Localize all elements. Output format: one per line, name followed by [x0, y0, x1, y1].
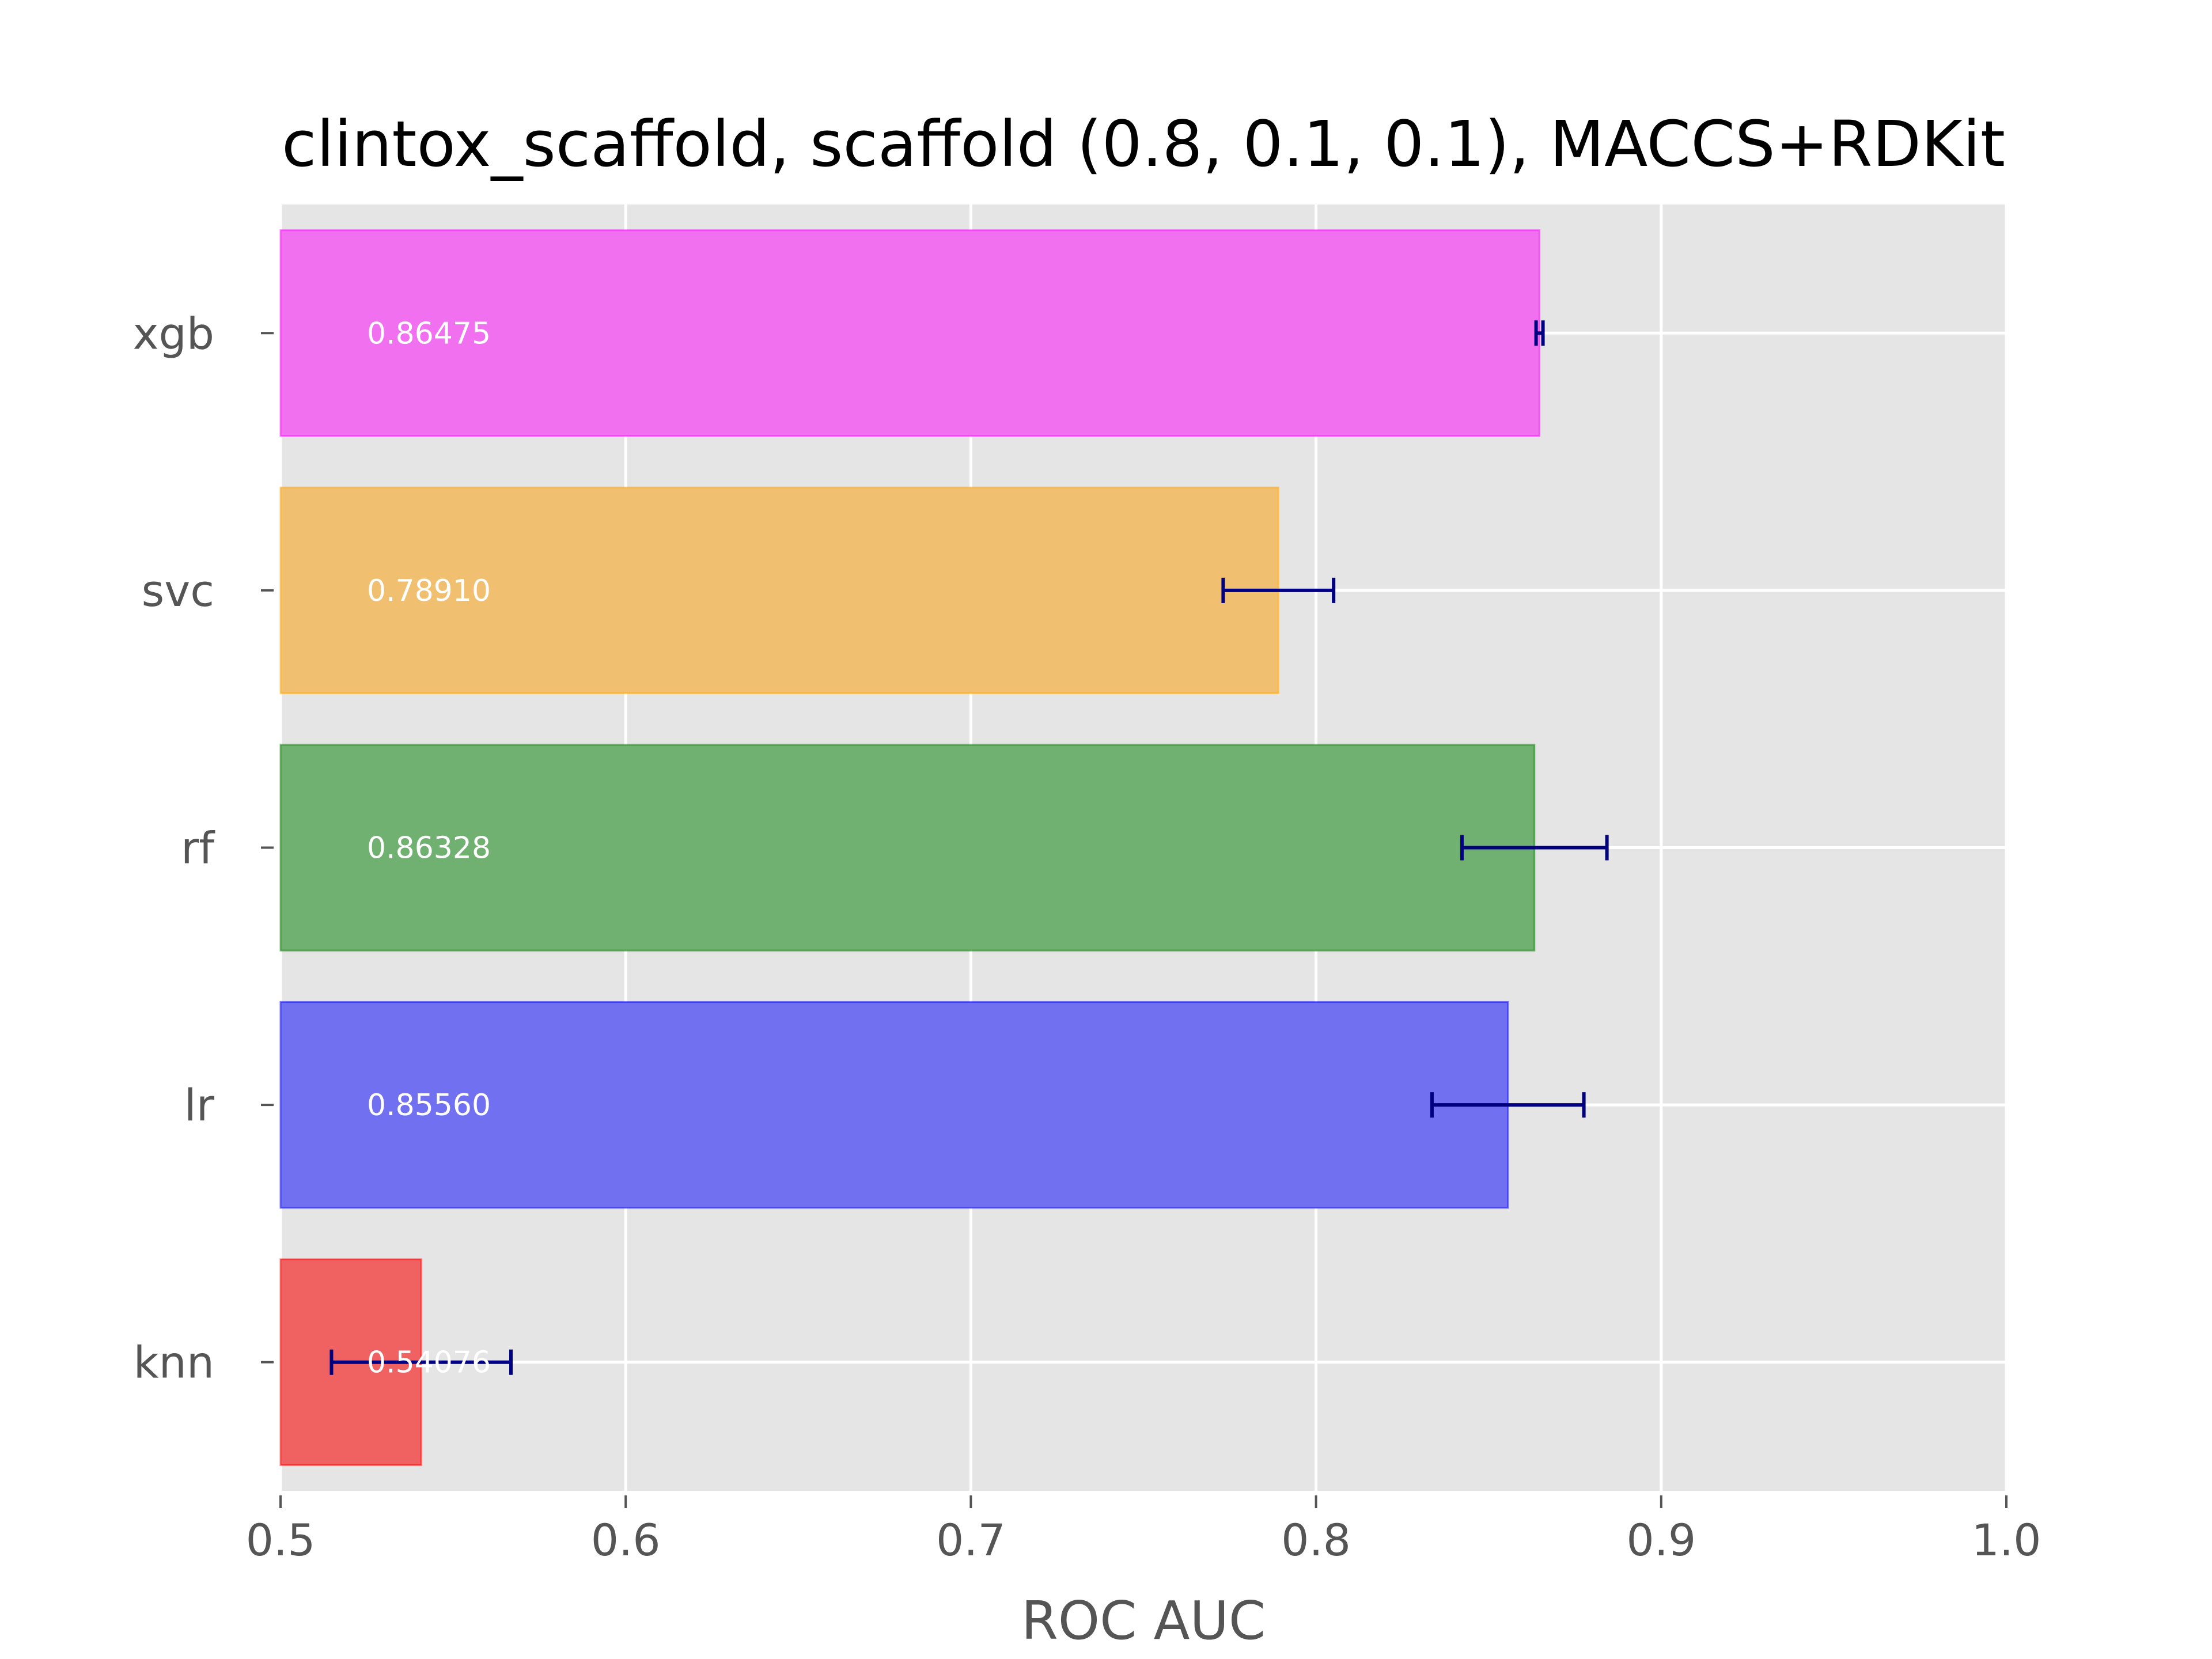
y-tick-label-xgb: xgb	[133, 308, 214, 359]
value-labels: 0.54076 0.85560 0.86328 0.78910 0.86475	[367, 316, 491, 1380]
x-tick-label: 0.9	[1626, 1514, 1696, 1566]
x-tick-label: 0.7	[936, 1514, 1006, 1566]
x-tick-label: 0.5	[246, 1514, 316, 1566]
value-label-lr: 0.85560	[367, 1088, 491, 1123]
error-bars	[329, 320, 1609, 1375]
bar-xgb	[279, 229, 1541, 437]
x-tick-label: 0.8	[1281, 1514, 1351, 1566]
error-bar-knn	[329, 1349, 513, 1375]
value-label-xgb: 0.86475	[367, 316, 491, 351]
error-bar-xgb	[1534, 320, 1545, 346]
y-axis-ticks: knn lr rf svc xgb	[133, 308, 274, 1388]
y-tick-label-svc: svc	[142, 565, 214, 616]
x-axis-label: ROC AUC	[1021, 1590, 1266, 1652]
y-tick-label-knn: knn	[134, 1337, 214, 1388]
bar-rf	[279, 744, 1536, 952]
x-tick-label: 1.0	[1972, 1514, 2041, 1566]
chart-title: clintox_scaffold, scaffold (0.8, 0.1, 0.…	[282, 107, 2005, 181]
y-tick-label-lr: lr	[184, 1080, 215, 1131]
value-label-svc: 0.78910	[367, 574, 491, 608]
x-axis-ticks: 0.5 0.6 0.7 0.8 0.9 1.0	[246, 1495, 2041, 1566]
error-bar-rf	[1460, 835, 1609, 861]
bars	[279, 229, 1541, 1466]
y-tick-label-rf: rf	[181, 823, 215, 874]
error-bar-lr	[1430, 1092, 1586, 1118]
x-tick-label: 0.6	[591, 1514, 661, 1566]
error-bar-svc	[1221, 577, 1336, 603]
value-label-knn: 0.54076	[367, 1346, 491, 1380]
value-label-rf: 0.86328	[367, 831, 491, 866]
